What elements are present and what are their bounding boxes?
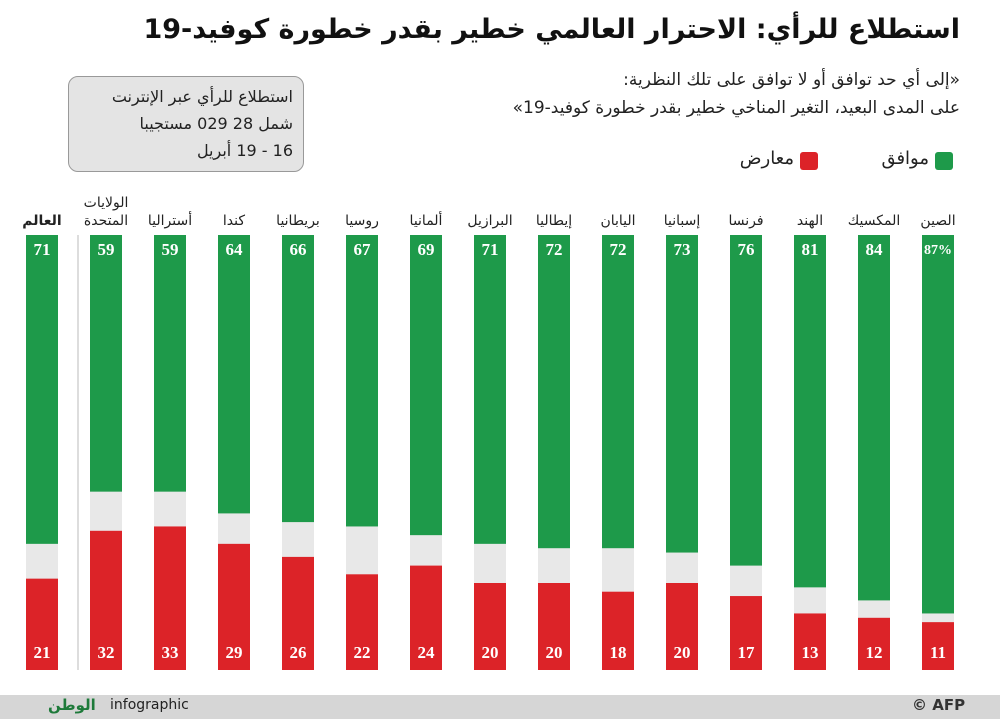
value-label: 13 (802, 643, 819, 662)
subtitle: «إلى أي حد توافق أو لا توافق على تلك الن… (623, 70, 960, 90)
value-label: 24 (418, 643, 436, 662)
value-label: 67 (354, 240, 372, 259)
value-label: 20 (674, 643, 691, 662)
value-label: 72 (610, 240, 627, 259)
x-tick-label: المكسيك (847, 213, 901, 229)
bar-segment (730, 235, 762, 566)
value-label: 66 (290, 240, 307, 259)
value-label: 20 (546, 643, 563, 662)
chart-title: استطلاع للرأي: الاحترار العالمي خطير بقد… (143, 14, 960, 45)
bar-segment (602, 591, 634, 670)
bar-segment (794, 235, 826, 588)
x-tick-label: الصين (920, 213, 956, 229)
bar-segment (922, 235, 954, 614)
bar-segment (218, 543, 250, 670)
note-line: استطلاع للرأي عبر الإنترنت (111, 87, 293, 106)
value-label: 84 (866, 240, 884, 259)
value-label: 59 (98, 240, 115, 259)
legend-swatch (800, 152, 818, 170)
value-label: 64 (226, 240, 244, 259)
bar-segment (922, 622, 954, 670)
value-label: 26 (290, 643, 307, 662)
value-label: 73 (674, 240, 691, 259)
bar-segment (346, 235, 378, 527)
legend-label: معارض (739, 148, 794, 169)
bar-segment (282, 235, 314, 523)
bar-segment (410, 235, 442, 536)
bar-segment (154, 235, 186, 492)
bar-segment (666, 235, 698, 553)
footer-label: infographic (110, 697, 189, 713)
value-label: 72 (546, 240, 563, 259)
bar-segment (858, 617, 890, 670)
x-tick-label: إسبانيا (663, 213, 701, 229)
bar-segment (282, 556, 314, 670)
bar-segment (666, 583, 698, 670)
bar-segment (26, 578, 58, 670)
value-label: 71 (482, 240, 499, 259)
bar-segment (90, 235, 122, 492)
footer-credit: © AFP (912, 696, 966, 714)
bar-segment (730, 596, 762, 670)
x-tick-label: الهند (796, 213, 824, 229)
note-line: شمل 28 029 مستجيبا (139, 114, 293, 133)
value-label: 21 (34, 643, 51, 662)
value-label: 11 (930, 643, 946, 662)
bar-segment (346, 574, 378, 670)
value-label: 59 (162, 240, 179, 259)
value-label: 18 (610, 643, 627, 662)
bar-segment (538, 583, 570, 670)
value-label: 20 (482, 643, 499, 662)
note-line: 16 - 19 أبريل (196, 141, 293, 160)
value-label: 12 (866, 643, 883, 662)
bar-segment (410, 565, 442, 670)
info-box: استطلاع للرأي عبر الإنترنت شمل 28 029 مس… (68, 76, 304, 172)
footer (0, 695, 1000, 719)
value-label: 17 (738, 643, 756, 662)
legend-swatch (935, 152, 953, 170)
x-tick-label: فرنسا (728, 213, 764, 229)
legend-label: موافق (881, 148, 929, 169)
footer-brand: الوطن (48, 696, 96, 714)
bar-segment (474, 583, 506, 670)
x-tick-label: البرازيل (467, 213, 513, 229)
bar-segment (154, 526, 186, 670)
value-label: 69 (418, 240, 435, 259)
x-tick-label: إيطاليا (535, 213, 573, 229)
bar-segment (538, 235, 570, 549)
subtitle: على المدى البعيد، التغير المناخي خطير بق… (512, 98, 960, 118)
x-tick-label: بريطانيا (276, 213, 320, 229)
bar-segment (90, 530, 122, 670)
bar-segment (218, 235, 250, 514)
x-tick-label: اليابان (600, 213, 636, 229)
value-label: 81 (802, 240, 819, 259)
value-label: 87% (924, 243, 952, 258)
bar-segment (474, 235, 506, 544)
x-tick-label: العالم (22, 213, 62, 229)
value-label: 76 (738, 240, 755, 259)
bar-segment (858, 235, 890, 601)
x-tick-label: كندا (222, 213, 246, 229)
value-label: 33 (162, 643, 179, 662)
value-label: 22 (354, 643, 371, 662)
x-tick-label: أستراليا (147, 213, 193, 229)
bar-segment (26, 235, 58, 544)
x-tick-label: الولايات المتحدة (83, 195, 129, 229)
value-label: 29 (226, 643, 243, 662)
bar-segment (794, 613, 826, 670)
x-tick-label: ألمانيا (409, 213, 443, 229)
bar-segment (602, 235, 634, 549)
value-label: 71 (34, 240, 51, 259)
value-label: 32 (98, 643, 115, 662)
x-tick-label: روسيا (345, 213, 379, 229)
